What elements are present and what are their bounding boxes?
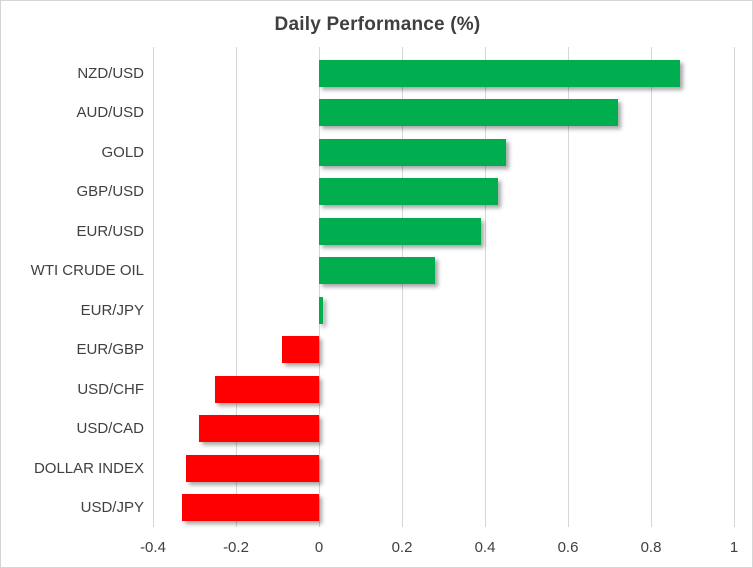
bar-aud-usd	[319, 99, 618, 127]
bar-eur-jpy	[319, 296, 324, 324]
bar-usd-jpy	[182, 494, 319, 522]
chart-title: Daily Performance (%)	[274, 14, 481, 35]
gridline	[734, 47, 735, 527]
gridline	[319, 47, 320, 527]
x-tick-label: -0.2	[223, 539, 249, 556]
category-label: GBP/USD	[76, 183, 144, 201]
x-tick-label: 0.4	[474, 539, 496, 556]
bar-gold	[319, 138, 506, 166]
bar-eur-usd	[319, 217, 481, 245]
category-label: GOLD	[101, 143, 144, 161]
category-label: USD/CAD	[76, 420, 144, 438]
gridline	[153, 47, 154, 527]
gridline	[402, 47, 403, 527]
x-tick-label: 0.8	[640, 539, 662, 556]
bar-wti-crude-oil	[319, 257, 436, 285]
category-label: AUD/USD	[76, 104, 144, 122]
gridline	[651, 47, 652, 527]
category-label: WTI CRUDE OIL	[30, 262, 144, 280]
bar-nzd-usd	[319, 59, 681, 87]
bar-dollar-index	[186, 454, 319, 482]
category-label: DOLLAR INDEX	[33, 459, 144, 477]
gridline	[236, 47, 237, 527]
category-label: EUR/GBP	[76, 341, 144, 359]
gridline	[485, 47, 486, 527]
category-label: USD/JPY	[80, 499, 144, 517]
category-label: EUR/USD	[76, 222, 144, 240]
x-tick-label: 0.6	[557, 539, 579, 556]
bar-eur-gbp	[281, 336, 319, 364]
category-label: USD/CHF	[77, 380, 144, 398]
category-label: EUR/JPY	[80, 301, 144, 319]
category-label: NZD/USD	[77, 64, 144, 82]
bar-usd-cad	[198, 415, 319, 443]
x-tick-label: -0.4	[140, 539, 166, 556]
x-tick-label: 0.2	[391, 539, 413, 556]
x-tick-label: 1	[729, 539, 739, 556]
bar-gbp-usd	[319, 178, 498, 206]
bar-usd-chf	[215, 375, 320, 403]
x-tick-label: 0	[314, 539, 324, 556]
gridline	[568, 47, 569, 527]
